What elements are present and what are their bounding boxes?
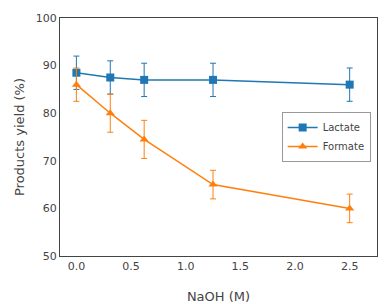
svg-text:50: 50	[43, 250, 57, 263]
svg-text:Lactate: Lactate	[323, 122, 360, 133]
svg-text:Products yield (%): Products yield (%)	[12, 78, 27, 196]
svg-text:70: 70	[43, 155, 57, 168]
svg-text:0.0: 0.0	[68, 260, 86, 273]
svg-text:1.5: 1.5	[232, 260, 250, 273]
svg-text:0.5: 0.5	[122, 260, 140, 273]
svg-text:2.5: 2.5	[341, 260, 359, 273]
svg-text:90: 90	[43, 59, 57, 72]
svg-text:80: 80	[43, 107, 57, 120]
svg-text:100: 100	[36, 12, 57, 25]
svg-text:NaOH (M): NaOH (M)	[187, 289, 250, 304]
svg-text:60: 60	[43, 202, 57, 215]
svg-text:2.0: 2.0	[286, 260, 304, 273]
svg-text:Formate: Formate	[323, 141, 364, 152]
svg-text:1.0: 1.0	[177, 260, 195, 273]
